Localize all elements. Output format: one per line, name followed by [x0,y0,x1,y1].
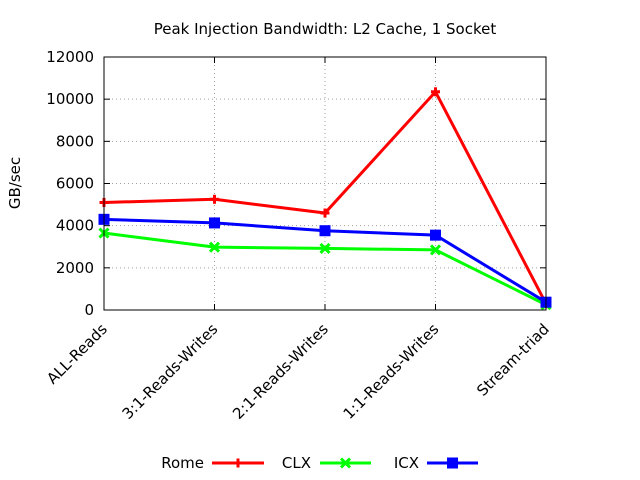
series-icx [98,213,552,308]
data-point [431,87,440,97]
y-tick-label: 8000 [56,132,94,150]
y-tick-label: 10000 [46,90,94,108]
data-point [208,241,221,253]
x-axis-ticks: ALL-Reads 3:1-Reads-Writes 2:1-Reads-Write… [43,57,553,423]
y-tick-label: 4000 [56,217,94,235]
data-point [429,244,442,256]
legend-marker [233,458,243,468]
x-tick-label: 3:1-Reads-Writes [119,320,222,423]
y-axis-ticks: 0 2000 4000 6000 8000 10000 12000 [46,48,546,319]
data-point [320,208,330,218]
legend-marker [446,457,459,469]
data-point [319,242,331,254]
y-tick-label: 12000 [46,48,94,66]
legend-item-rome: Rome [161,454,264,472]
x-tick-label: ALL-Reads [43,320,111,388]
legend-item-clx: CLX [282,454,371,472]
y-tick-label: 6000 [56,175,94,193]
legend-marker [339,457,352,469]
data-point [208,217,221,229]
plot-frame [103,56,547,311]
series-group [98,87,552,311]
legend-label: CLX [282,454,311,472]
y-axis-label: GB/sec [6,157,24,209]
data-point [210,194,219,204]
legend-label: Rome [161,454,204,472]
x-tick-label: Stream-triad [473,320,553,400]
y-tick-label: 2000 [56,259,94,277]
data-point [319,225,331,237]
legend-label: ICX [394,454,419,472]
data-point [429,229,442,241]
x-tick-label: 1:1-Reads-Writes [340,320,443,423]
y-tick-label: 0 [84,301,94,319]
legend-item-icx: ICX [394,454,478,472]
chart-title: Peak Injection Bandwidth: L2 Cache, 1 So… [154,20,497,38]
legend: Rome CLX ICX [161,454,478,472]
x-tick-label: 2:1-Reads-Writes [229,320,332,423]
